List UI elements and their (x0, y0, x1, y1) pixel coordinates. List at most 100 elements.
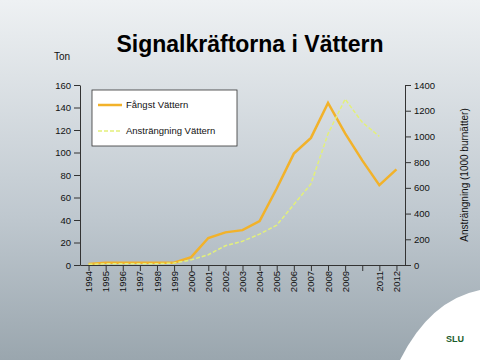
tick: 2007 (305, 265, 316, 292)
tick-mark (405, 265, 411, 266)
tick: 2004 (254, 265, 265, 292)
tick-label: 1996 (117, 271, 128, 292)
tick-label: 1997 (134, 271, 145, 292)
x-axis: 1994199519961997199819992000200120022003… (81, 265, 406, 292)
tick: 2005 (271, 265, 282, 292)
tick-label: 40 (60, 215, 71, 226)
tick-mark (191, 265, 192, 271)
tick-label: 2003 (237, 271, 248, 292)
tick-mark (260, 265, 261, 271)
tick-mark (174, 265, 175, 271)
tick-label: 1200 (414, 105, 435, 116)
tick-mark (405, 111, 411, 112)
legend-swatch (98, 104, 122, 107)
tick-label: 60 (60, 192, 71, 203)
tick-mark (157, 265, 158, 271)
axis-line (405, 86, 406, 266)
tick-mark (74, 175, 80, 176)
y-axis-label: Ton (54, 51, 70, 62)
tick-mark (328, 265, 329, 271)
tick: 2006 (288, 265, 299, 292)
tick-label: 400 (414, 208, 430, 219)
series-line (89, 103, 397, 264)
logo-text: SLU (446, 334, 464, 344)
axis-line (80, 86, 81, 266)
tick: 2011 (374, 265, 385, 291)
tick: 800 (405, 157, 430, 168)
tick-label: 600 (414, 182, 430, 193)
tick: 400 (405, 208, 430, 219)
tick: 120 (55, 125, 80, 136)
tick: 1999 (169, 265, 180, 292)
tick-label: 160 (55, 80, 71, 91)
tick: 2000 (186, 265, 197, 292)
tick-label: 1995 (100, 271, 111, 292)
tick-mark (396, 265, 397, 271)
legend-swatch (98, 130, 122, 132)
tick-label: 2005 (271, 271, 282, 292)
tick-mark (225, 265, 226, 271)
tick-label: 20 (60, 237, 71, 248)
tick-label: 2004 (254, 271, 265, 292)
tick-label: 1999 (169, 271, 180, 292)
tick: 1995 (100, 265, 111, 292)
tick-mark (405, 239, 411, 240)
tick-label: 2011 (374, 271, 385, 291)
tick: 2002 (220, 265, 231, 292)
tick-label: 2007 (305, 271, 316, 292)
tick-mark (74, 198, 80, 199)
tick: 1200 (405, 105, 435, 116)
tick-label: 120 (55, 125, 71, 136)
tick-mark (74, 85, 80, 86)
tick: 0 (66, 260, 80, 271)
tick-label: 2006 (288, 271, 299, 292)
tick: 40 (60, 215, 80, 226)
tick-label: 1000 (414, 131, 435, 142)
tick-mark (405, 85, 411, 86)
tick-mark (405, 136, 411, 137)
tick: 1400 (405, 80, 435, 91)
legend-label: Ansträngning Vättern (126, 125, 215, 136)
tick: 1000 (405, 131, 435, 142)
background (0, 0, 480, 360)
tick: 200 (405, 234, 430, 245)
tick-mark (208, 265, 209, 271)
tick: 0 (405, 260, 419, 271)
tick-label: 2002 (220, 271, 231, 292)
legend-box (92, 90, 237, 146)
tick-label: 200 (414, 234, 430, 245)
tick-label: 0 (414, 260, 419, 271)
tick: 160 (55, 80, 80, 91)
y2-axis: 0 200 400 600 800 1000 1200 1400 (405, 80, 435, 271)
tick-mark (345, 265, 346, 271)
tick-mark (405, 162, 411, 163)
tick-label: 2009 (340, 271, 351, 292)
tick-mark (311, 265, 312, 271)
tick-label: 140 (55, 102, 71, 113)
tick: 100 (55, 147, 80, 158)
tick-mark (74, 108, 80, 109)
tick: 2009 (340, 265, 351, 292)
tick-mark (405, 214, 411, 215)
tick-mark (74, 243, 80, 244)
tick: 80 (60, 170, 80, 181)
tick-label: 2001 (203, 271, 214, 292)
tick (362, 265, 363, 271)
tick-mark (294, 265, 295, 271)
tick: 140 (55, 102, 80, 113)
tick-label: 1998 (152, 271, 163, 292)
tick-mark (74, 220, 80, 221)
tick-label: 2012 (391, 271, 402, 292)
tick: 2012 (391, 265, 402, 292)
tick: 1998 (152, 265, 163, 292)
tick: 1997 (134, 265, 145, 292)
tick-mark (74, 153, 80, 154)
tick-mark (89, 265, 90, 271)
tick-mark (106, 265, 107, 271)
tick: 1996 (117, 265, 128, 292)
tick-mark (74, 265, 80, 266)
tick-label: 800 (414, 157, 430, 168)
tick-mark (277, 265, 278, 271)
tick-label: 80 (60, 170, 71, 181)
tick: 2001 (203, 265, 214, 292)
